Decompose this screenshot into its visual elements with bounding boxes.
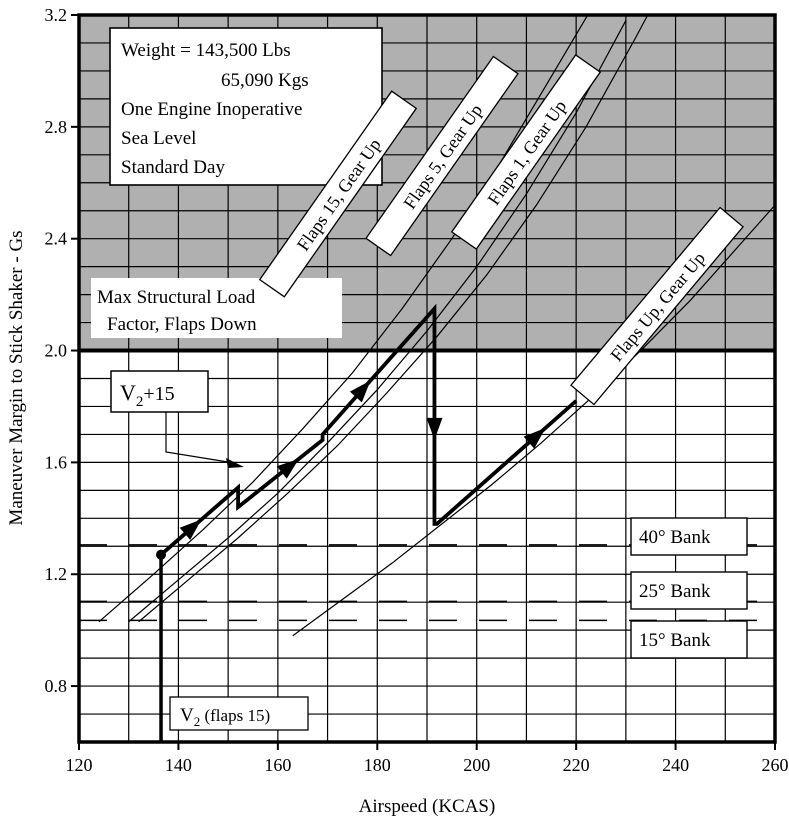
series-line [138, 15, 649, 623]
x-tick-label: 260 [762, 755, 789, 775]
v2-flaps15-sub: 2 [194, 714, 201, 729]
bank-labels: 40° Bank 25° Bank 15° Bank [630, 517, 748, 659]
curve-label-box [450, 54, 602, 250]
v2-flaps15-annotation: V2 (flaps 15) [169, 696, 309, 731]
bank-label-box [630, 620, 748, 659]
v2-start-point [156, 549, 167, 560]
y-tick-label: 0.8 [45, 676, 68, 696]
svg-text:V2+15: V2+15 [120, 380, 175, 410]
structural-limit-label: Max Structural Load Factor, Flaps Down [91, 278, 342, 338]
y-axis-ticks: 0.8 1.2 1.6 2.0 2.4 2.8 3.2 [45, 5, 79, 696]
y-tick-label: 3.2 [45, 5, 68, 25]
y-tick-label: 2.4 [45, 229, 68, 249]
y-axis-label: Maneuver Margin to Stick Shaker - Gs [6, 230, 27, 525]
weight-kgs-text: 65,090 Kgs [221, 70, 309, 91]
bank-label-box [630, 571, 748, 610]
x-tick-label: 160 [264, 755, 291, 775]
profile-arrow [426, 417, 443, 440]
day-text: Standard Day [121, 157, 225, 178]
curve-label-box [258, 90, 418, 298]
conditions-box: Weight = 143,500 Lbs 65,090 Kgs One Engi… [109, 27, 383, 186]
flap-curves [98, 15, 775, 637]
v2-plus-15-annotation: V2+15 [110, 370, 244, 468]
bank-label-text: 15° Bank [639, 630, 711, 651]
profile-path-line [159, 303, 578, 557]
x-axis-label: Airspeed (KCAS) [359, 796, 496, 817]
bank-label-text: 25° Bank [639, 581, 711, 602]
series-line [98, 15, 589, 623]
x-tick-label: 220 [563, 755, 590, 775]
bank-label-text: 40° Bank [639, 527, 711, 548]
maneuver-profile [159, 303, 578, 557]
profile-arrow [523, 428, 546, 449]
structural-label-line2: Factor, Flaps Down [107, 314, 257, 335]
v2-plus-15-sub: 2 [136, 394, 144, 410]
y-tick-label: 1.2 [45, 564, 68, 584]
x-tick-label: 140 [165, 755, 192, 775]
profile-arrow [276, 458, 299, 479]
svg-text:V2 (flaps 15): V2 (flaps 15) [180, 705, 270, 729]
bank-label-box [630, 517, 748, 556]
engine-text: One Engine Inoperative [121, 99, 302, 120]
x-tick-label: 120 [66, 755, 93, 775]
curve-label-box [570, 206, 744, 406]
x-axis-ticks: 120 140 160 180 200 220 240 260 [66, 742, 789, 775]
v2-flaps15-v: V [180, 705, 194, 726]
series-line [128, 20, 627, 623]
v2-flaps15-suffix: (flaps 15) [200, 706, 270, 725]
series-line [292, 204, 775, 637]
altitude-text: Sea Level [121, 128, 196, 149]
y-tick-label: 1.6 [45, 452, 68, 472]
structural-label-line1: Max Structural Load [97, 287, 256, 308]
y-tick-label: 2.8 [45, 117, 68, 137]
y-tick-label: 2.0 [45, 341, 68, 361]
profile-arrow [349, 380, 371, 403]
v2-plus-15-leader [165, 412, 229, 463]
curve-label-box [365, 55, 519, 257]
x-tick-label: 240 [662, 755, 689, 775]
x-tick-label: 180 [364, 755, 391, 775]
v2-plus-15-leader-arrow [226, 458, 244, 468]
v2-plus-15-suffix: +15 [143, 383, 174, 405]
bank-lines [79, 544, 775, 622]
weight-lbs-text: Weight = 143,500 Lbs [121, 40, 291, 61]
plot-border [77, 13, 777, 744]
profile-arrow [179, 519, 202, 540]
x-tick-label: 200 [463, 755, 490, 775]
v2-plus-15-v: V [120, 380, 136, 405]
